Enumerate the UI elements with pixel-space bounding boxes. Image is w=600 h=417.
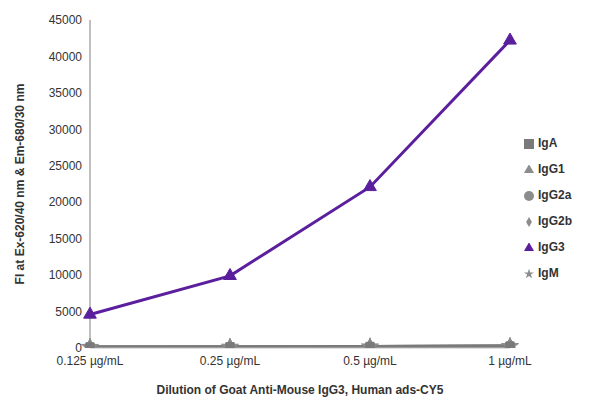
svg-text:10000: 10000 [49, 268, 83, 282]
html-text:IgA: IgA [538, 136, 558, 150]
html-text:IgG2b: IgG2b [538, 214, 572, 228]
svg-text:30000: 30000 [49, 123, 83, 137]
svg-text:Dilution of Goat Anti-Mouse Ig: Dilution of Goat Anti-Mouse IgG3, Human … [157, 383, 444, 397]
html-text:IgG2a: IgG2a [538, 188, 572, 202]
svg-text:20000: 20000 [49, 195, 83, 209]
svg-text:0.125 µg/mL: 0.125 µg/mL [57, 354, 124, 368]
svg-text:1 µg/mL: 1 µg/mL [488, 354, 532, 368]
svg-text:35000: 35000 [49, 86, 83, 100]
svg-text:25000: 25000 [49, 159, 83, 173]
svg-text:FI at Ex-620/40 nm & Em-680/30: FI at Ex-620/40 nm & Em-680/30 nm [13, 84, 27, 285]
html-text:IgM: IgM [538, 266, 559, 280]
svg-text:5000: 5000 [55, 305, 82, 319]
html-text:IgG1: IgG1 [538, 162, 565, 176]
svg-text:40000: 40000 [49, 50, 83, 64]
svg-text:45000: 45000 [49, 13, 83, 27]
svg-text:0: 0 [75, 341, 82, 355]
html-text:IgG3: IgG3 [538, 240, 565, 254]
svg-text:15000: 15000 [49, 232, 83, 246]
svg-text:0.25 µg/mL: 0.25 µg/mL [200, 354, 261, 368]
svg-text:0.5 µg/mL: 0.5 µg/mL [343, 354, 397, 368]
